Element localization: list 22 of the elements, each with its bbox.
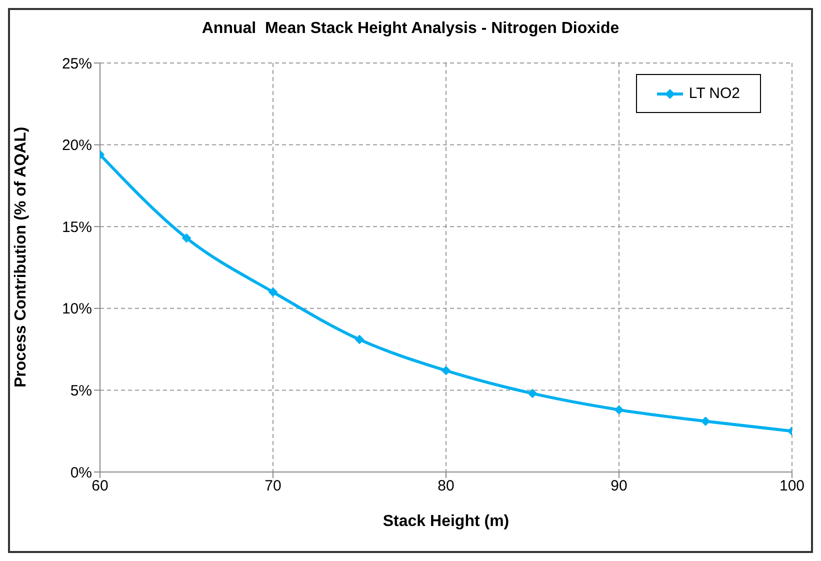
y-tick-label: 20% bbox=[62, 137, 92, 154]
point bbox=[442, 366, 450, 376]
point bbox=[614, 405, 624, 414]
y-tick-label: 15% bbox=[62, 218, 92, 236]
point bbox=[528, 388, 537, 398]
y-tick-label: 0% bbox=[70, 464, 92, 482]
point bbox=[182, 234, 191, 243]
x-tick-label: 60 bbox=[92, 478, 108, 495]
legend-label: LT NO2 bbox=[688, 85, 740, 102]
x-tick-label: 100 bbox=[779, 478, 805, 495]
y-tick-label: 10% bbox=[62, 300, 92, 318]
y-tick-label: 25% bbox=[62, 55, 92, 72]
x-axis-title: Stack Height (m) bbox=[382, 513, 510, 530]
chart-title: Annual Mean Stack Height Analysis - Nitrogen Dioxide bbox=[200, 20, 620, 38]
y-axis-title: Process Contribution (% of AQAL) bbox=[12, 126, 30, 388]
point bbox=[268, 288, 278, 297]
point bbox=[355, 334, 364, 344]
x-tick-label: 70 bbox=[264, 478, 282, 495]
x-tick-label: 90 bbox=[610, 478, 628, 495]
y-tick-label: 5% bbox=[70, 382, 92, 400]
x-tick-label: 80 bbox=[438, 478, 454, 495]
point bbox=[701, 416, 710, 426]
